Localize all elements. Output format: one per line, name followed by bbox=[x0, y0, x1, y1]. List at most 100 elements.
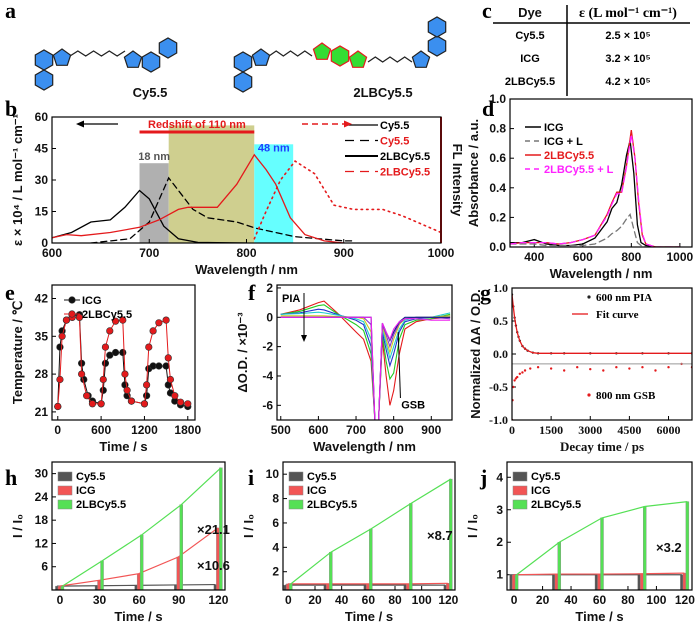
y-tick-label: 2 bbox=[496, 535, 503, 549]
x-axis-label: Decay time / ps bbox=[560, 439, 644, 454]
shaded-region bbox=[168, 125, 255, 243]
structure-name-cy55: Cy5.5 bbox=[133, 85, 168, 100]
legend-label: ICG bbox=[544, 122, 564, 134]
legend-label: 2LBCy5.5 bbox=[380, 151, 430, 163]
x-tick-label: 40 bbox=[335, 593, 349, 607]
legend-label: 2LBCy5.5 bbox=[544, 150, 594, 162]
transient-spectrum bbox=[280, 308, 451, 420]
chart-panel-f bbox=[276, 284, 453, 421]
transient-spectrum bbox=[280, 316, 451, 420]
panel-label-h: h bbox=[5, 465, 17, 490]
legend-label: Cy5.5 bbox=[531, 471, 560, 483]
panel-label-c: c bbox=[482, 0, 492, 23]
x-axis-label: Time / s bbox=[99, 439, 147, 454]
series-800-nm-gsb-point bbox=[589, 367, 592, 371]
legend-label: ICG + L bbox=[544, 136, 583, 148]
bar-2lbcy55 bbox=[409, 503, 413, 590]
legend-swatch bbox=[288, 485, 304, 496]
y-tick-label: 4 bbox=[496, 470, 503, 484]
legend-label: ICG bbox=[76, 485, 96, 497]
legend-swatch bbox=[512, 485, 528, 496]
y-tick-label: -0.5 bbox=[489, 380, 508, 394]
y-tick-label: 1.0 bbox=[493, 281, 508, 295]
series-800-nm-gsb-point bbox=[615, 366, 618, 369]
series-icg-point bbox=[111, 348, 120, 357]
plot-frame bbox=[276, 284, 453, 421]
chart-panel-b bbox=[51, 116, 442, 244]
legend-label: Cy5.5 bbox=[307, 471, 336, 483]
series-2lbcy5-5-point bbox=[56, 375, 64, 384]
series-800-nm-gsb-point bbox=[641, 366, 644, 369]
series-800-nm-gsb-point bbox=[536, 366, 540, 369]
plot-frame bbox=[506, 461, 693, 591]
series-2lbcy5-5-point bbox=[184, 400, 192, 408]
bar-icg bbox=[136, 573, 141, 590]
bar-icg bbox=[326, 583, 330, 590]
legend-marker bbox=[587, 393, 591, 397]
x-tick-label: 80 bbox=[388, 593, 402, 607]
series-cy5-5 bbox=[52, 189, 248, 243]
series-icg-point bbox=[101, 359, 110, 367]
fold-change-annotation: ×10.6 bbox=[197, 558, 230, 573]
x-tick-label: 120 bbox=[438, 593, 458, 607]
series-2lbcy5-5-point bbox=[143, 381, 151, 389]
y-tick-label: 30 bbox=[35, 467, 49, 481]
y-tick-label: 28 bbox=[35, 367, 49, 381]
series-2lbcy5-5-point bbox=[101, 343, 110, 351]
series-icg-point bbox=[119, 348, 127, 357]
series-2lbcy5-5-point bbox=[171, 392, 179, 400]
panel-label-b: b bbox=[5, 96, 17, 121]
x-tick-label: 0 bbox=[511, 593, 518, 607]
bar-2lbcy55 bbox=[557, 542, 562, 590]
indole-ring bbox=[52, 48, 72, 66]
x-tick-label: 1200 bbox=[131, 423, 158, 437]
polymethine-chain bbox=[268, 50, 313, 57]
series-2lbcy5-5-point bbox=[166, 375, 175, 384]
y-tick-label: 10 bbox=[266, 467, 280, 481]
legend-label: 2LBCy5.5 bbox=[531, 499, 581, 511]
legend-swatch bbox=[57, 471, 73, 482]
series-800-nm-gsb-point bbox=[529, 367, 532, 370]
series-800-nm-gsb-point bbox=[562, 369, 566, 372]
redshift-annotation: Redshift of 110 nm bbox=[148, 119, 246, 131]
x-tick-label: 500 bbox=[271, 423, 291, 437]
y-axis-label: I / I₀ bbox=[241, 514, 256, 538]
plot-area bbox=[510, 130, 681, 247]
trend-line bbox=[56, 583, 216, 587]
table-cell-epsilon: 2.5 × 10⁵ bbox=[605, 30, 650, 42]
fold-change-annotation: ×21.1 bbox=[197, 522, 230, 537]
x-tick-label: 100 bbox=[412, 593, 432, 607]
y-axis-label: I / I₀ bbox=[10, 514, 25, 538]
legend-label: 600 nm PIA bbox=[596, 292, 652, 304]
plot-frame bbox=[51, 461, 226, 591]
y-tick-label: 0 bbox=[41, 236, 48, 250]
bar-2lbcy55 bbox=[600, 517, 604, 590]
y-tick-label: 18 bbox=[35, 513, 49, 527]
x-tick-label: 400 bbox=[524, 250, 544, 264]
legend-label: 2LBCy5.5 bbox=[82, 309, 132, 321]
y-tick-label: 0.5 bbox=[493, 314, 508, 328]
y-tick-label: 0.0 bbox=[493, 347, 508, 361]
legend-label: Cy5.5 bbox=[380, 136, 409, 148]
y-tick-label: 0.2 bbox=[489, 210, 506, 224]
x-tick-label: 20 bbox=[536, 593, 550, 607]
legend-swatch bbox=[57, 499, 73, 510]
y-tick-label: 21 bbox=[35, 405, 49, 419]
bar-icg bbox=[406, 583, 410, 590]
x-tick-label: 600 bbox=[573, 250, 593, 264]
x-tick-label: 700 bbox=[139, 246, 159, 260]
benzene-ring bbox=[233, 71, 253, 93]
y-tick-label: 0 bbox=[266, 310, 273, 324]
benzene-ring bbox=[427, 16, 447, 38]
shift-annotation: 18 nm bbox=[138, 151, 170, 163]
series-icg bbox=[510, 140, 681, 247]
plot-area bbox=[54, 311, 192, 411]
bar-icg bbox=[286, 583, 290, 590]
series-icg-point bbox=[143, 392, 151, 400]
series-800-nm-gsb-point bbox=[518, 372, 522, 375]
transient-spectrum bbox=[280, 311, 451, 420]
bar-icg bbox=[446, 583, 450, 590]
bar-icg bbox=[366, 583, 370, 590]
x-axis-label: Wavelength / nm bbox=[550, 266, 653, 281]
right-axis-label: FL Intensity bbox=[450, 144, 465, 217]
